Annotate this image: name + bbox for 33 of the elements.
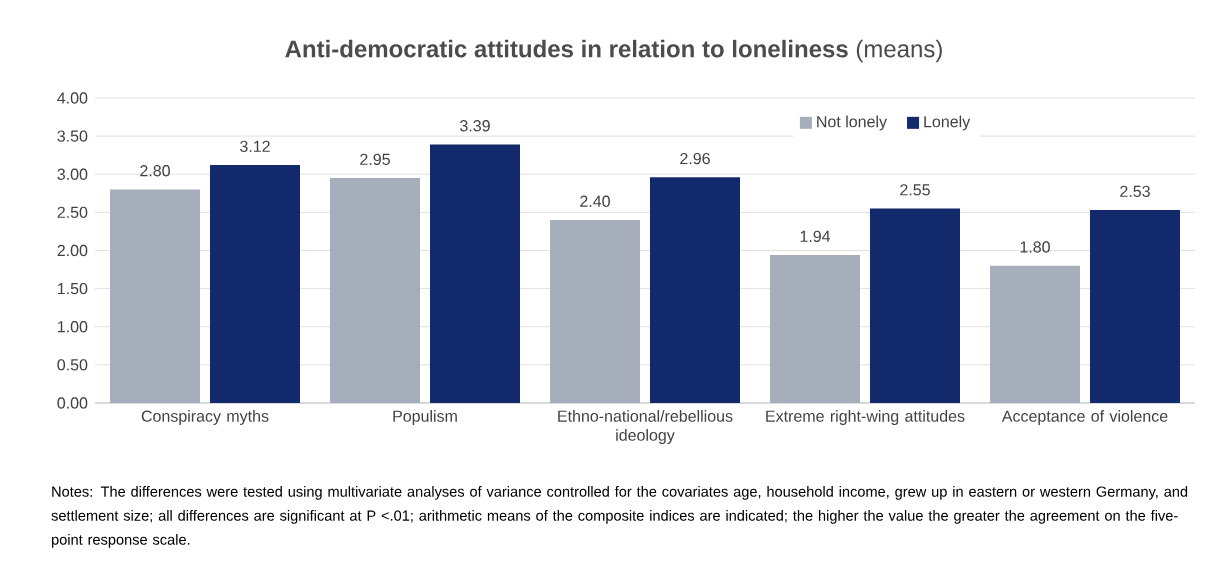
x-tick-label: Extreme right-wing attitudes [766,410,965,425]
y-tick-label: 0.00 [57,397,88,409]
bar [650,177,740,403]
y-tick-label: 1.00 [58,321,88,333]
data-label: 1.94 [800,230,831,242]
data-label: 3.39 [460,120,490,132]
x-tick-label: Populism [393,410,457,425]
y-tick-label: 2.50 [57,206,88,219]
y-tick-label: 1.50 [58,282,88,295]
bar [1089,210,1180,403]
x-tick-label: Ethno-national/rebellious ideology [558,410,733,444]
bar [430,144,520,403]
data-label: 2.95 [360,153,390,165]
y-tick-label: 0.50 [57,359,88,371]
legend-label: Lonely [924,115,971,131]
y-tick-label: 4.00 [57,92,88,104]
y-tick-label: 3.00 [57,168,88,180]
text: Notes: The differences were tested using multivariate analyses of variance controlled for the covariates age, household income, grew up in eastern or western Germany, and settlement size; all differences are significant at P <.01; arithmetic means of the composite indices are indicated; the higher the value the greater the agreement on the five-point response scale. [51,486,1188,548]
data-label: 2.40 [580,195,610,207]
data-label: 3.12 [240,140,270,153]
x-tick-label: Acceptance of violence [1001,410,1168,425]
y-tick-label: 2.00 [57,244,88,257]
data-label: 2.55 [900,184,930,196]
data-label: 2.80 [140,165,170,177]
legend-label: Not lonely [817,115,887,131]
x-tick-label: Conspiracy myths [141,410,269,425]
data-label: 2.53 [1120,185,1150,198]
bar [869,208,960,403]
y-tick-label: 3.50 [57,130,88,142]
chart-title: Anti-democratic attitudes in relation to loneliness (means) [285,39,942,63]
data-label: 1.80 [1020,241,1050,253]
bar [210,165,301,403]
data-label: 2.96 [680,152,710,165]
